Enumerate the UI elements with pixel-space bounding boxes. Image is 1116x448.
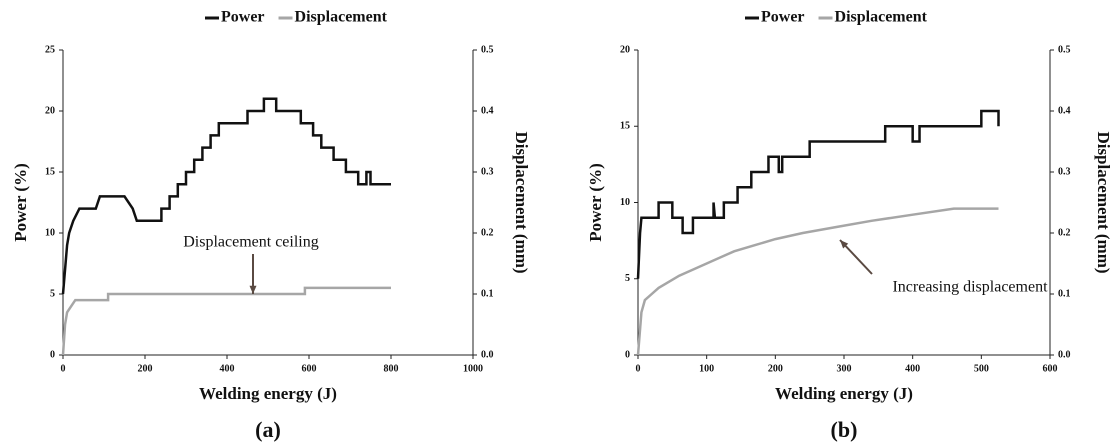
y2-tick-label: 0.5 <box>1058 44 1071 55</box>
y2-tick-label: 0.3 <box>1058 166 1071 177</box>
series-line <box>636 109 1000 279</box>
y2-tick-label: 0.3 <box>481 166 494 177</box>
y2-tick-label: 0.0 <box>1058 349 1071 360</box>
y-tick-label: 0 <box>625 349 630 360</box>
y-tick-label: 10 <box>45 227 55 238</box>
y2-axis-title: Displacement (mm) <box>1094 131 1113 273</box>
x-tick-label: 200 <box>138 363 153 374</box>
x-tick-label: 500 <box>974 363 989 374</box>
legend-label: Power <box>761 9 805 26</box>
x-tick-label: 100 <box>699 363 714 374</box>
y2-tick-label: 0.2 <box>481 227 494 238</box>
y-tick-label: 25 <box>45 44 55 55</box>
y-tick-label: 0 <box>50 349 55 360</box>
y-tick-label: 15 <box>45 166 55 177</box>
axes-frame <box>637 50 1051 356</box>
x-tick-label: 0 <box>636 363 641 374</box>
arrow-head <box>249 285 257 294</box>
annotation: Increasing displacement <box>892 279 1048 296</box>
y-tick-label: 20 <box>620 44 630 55</box>
y2-tick-label: 0.4 <box>1058 105 1071 116</box>
x-tick-label: 400 <box>905 363 920 374</box>
x-axis-title: Welding energy (J) <box>199 384 337 403</box>
y2-tick-label: 0.2 <box>1058 227 1071 238</box>
series-line <box>61 97 391 295</box>
y2-tick-label: 0.0 <box>481 349 494 360</box>
y2-tick-label: 0.5 <box>481 44 494 55</box>
legend-label: Power <box>221 9 265 26</box>
legend-label: Displacement <box>835 9 928 26</box>
x-tick-label: 600 <box>302 363 317 374</box>
axes-frame <box>62 50 474 356</box>
series-line <box>636 207 999 356</box>
arrow-head <box>840 240 849 249</box>
series-line <box>61 286 391 356</box>
y-tick-label: 5 <box>50 288 55 299</box>
y2-tick-label: 0.1 <box>1058 288 1071 299</box>
x-tick-label: 300 <box>837 363 852 374</box>
y2-axis-title: Displacement (mm) <box>512 131 531 273</box>
panel-caption: (a) <box>255 417 281 442</box>
x-tick-label: 600 <box>1043 363 1058 374</box>
x-tick-label: 1000 <box>463 363 483 374</box>
x-tick-label: 200 <box>768 363 783 374</box>
annotation: Displacement ceiling <box>183 234 319 251</box>
legend-label: Displacement <box>295 9 388 26</box>
x-axis-title: Welding energy (J) <box>775 384 913 403</box>
y-tick-label: 15 <box>620 121 630 132</box>
panel-caption: (b) <box>831 417 858 442</box>
x-tick-label: 800 <box>384 363 399 374</box>
x-tick-label: 0 <box>61 363 66 374</box>
y2-tick-label: 0.4 <box>481 105 494 116</box>
y-tick-label: 20 <box>45 105 55 116</box>
y-axis-title: Power (%) <box>11 163 30 242</box>
y-axis-title: Power (%) <box>586 163 605 242</box>
y-tick-label: 5 <box>625 273 630 284</box>
y2-tick-label: 0.1 <box>481 288 494 299</box>
y-tick-label: 10 <box>620 197 630 208</box>
x-tick-label: 400 <box>220 363 235 374</box>
